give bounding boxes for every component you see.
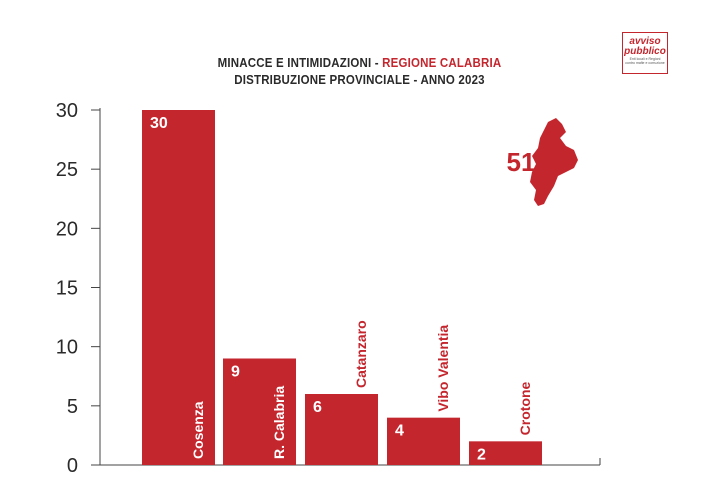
title-accent: REGIONE CALABRIA (382, 56, 502, 70)
logo-line-2: pubblico (624, 46, 666, 57)
total-count: 51 (507, 147, 536, 177)
bar (387, 417, 460, 465)
chart-title: MINACCE E INTIMIDAZIONI - REGIONE CALABR… (29, 55, 690, 89)
calabria-map-icon (530, 118, 578, 206)
bar (142, 110, 215, 465)
category-label: R. Calabria (271, 386, 287, 459)
category-label: Catanzaro (353, 320, 369, 388)
avviso-pubblico-logo: avviso pubblico Enti locali e Regioni co… (622, 32, 668, 74)
bar-value-label: 6 (313, 399, 322, 416)
bar (223, 358, 296, 465)
title-line-1: MINACCE E INTIMIDAZIONI - REGIONE CALABR… (29, 55, 690, 72)
y-tick-label: 30 (56, 100, 78, 122)
bar-value-label: 4 (395, 423, 404, 440)
y-axis: 0 5 10 15 20 25 30 (56, 100, 101, 477)
category-label: Cosenza (190, 401, 206, 459)
title-line-2: DISTRIBUZIONE PROVINCIALE - ANNO 2023 (234, 73, 485, 87)
bar-value-label: 9 (231, 364, 240, 381)
bar-value-label: 30 (150, 115, 168, 132)
y-tick-label: 15 (56, 278, 78, 300)
y-tick-label: 20 (56, 218, 78, 240)
total-badge: 51 (507, 118, 578, 206)
bars: 30 Cosenza 9 R. Calabria 6 Catanzaro 4 Vibo Val… (142, 110, 542, 465)
bar-value-label: 2 (477, 446, 486, 463)
y-tick-label: 0 (67, 455, 78, 477)
y-tick-label: 25 (56, 159, 78, 181)
category-label: Crotone (517, 381, 533, 435)
y-tick-label: 10 (56, 337, 78, 359)
title-prefix: MINACCE E INTIMIDAZIONI - (217, 56, 383, 70)
category-label: Vibo Valentia (435, 325, 451, 412)
bar (469, 441, 542, 465)
logo-line-1: avviso (629, 36, 661, 47)
bar (305, 394, 378, 465)
logo-tagline: Enti locali e Regioni contro mafie e cor… (625, 57, 665, 65)
y-tick-label: 5 (67, 396, 78, 418)
